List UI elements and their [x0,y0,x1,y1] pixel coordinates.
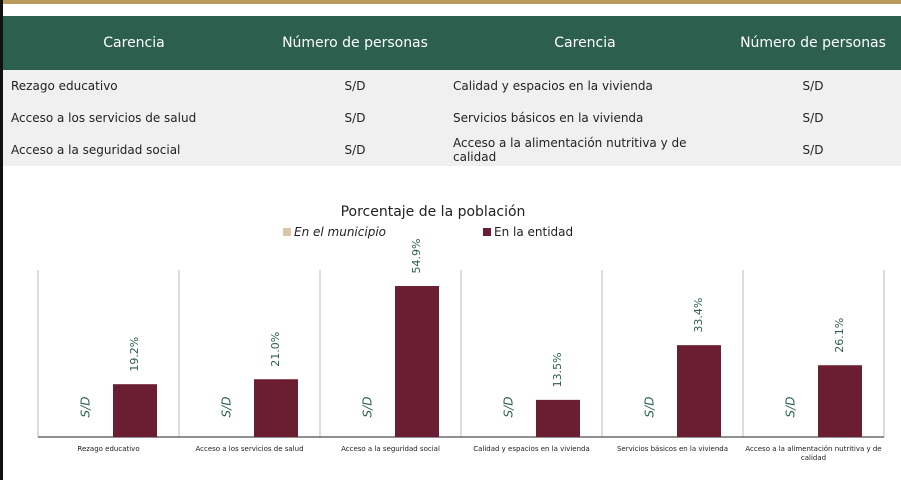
value-label: 19.2% [128,337,141,372]
table-cell: S/D [725,102,901,134]
x-tick-label: Rezago educativo [77,445,140,453]
chart-title: Porcentaje de la población [341,204,526,220]
value-label: S/D [361,397,375,418]
bar [536,399,580,437]
value-label: 54.9% [410,239,423,274]
legend-swatch [283,228,291,236]
legend-label: En la entidad [494,225,573,239]
value-label: S/D [784,397,798,418]
table-cell: Rezago educativo [3,70,265,102]
bar [395,286,439,437]
x-tick-label: Servicios básicos en la vivienda [616,445,729,453]
bar [254,379,298,437]
table-cell: Servicios básicos en la vivienda [445,102,725,134]
table-cell: S/D [725,70,901,102]
category-label-box: Acceso a la seguridad social [341,445,440,453]
header-row: Carencia Número de personas Carencia Número… [3,16,901,70]
x-tick-label: Acceso a los servicios de salud [195,445,304,453]
table-cell: S/D [265,134,445,166]
value-label: 21.0% [269,332,282,367]
x-tick-label: Acceso a la alimentación nutritiva y de … [745,445,882,462]
value-label: S/D [502,397,516,418]
table-row: Rezago educativo S/D Calidad y espacios en… [3,70,901,102]
value-label: S/D [79,397,93,418]
header-cell: Carencia [445,16,725,70]
table-cell: Calidad y espacios en la vivienda [445,70,725,102]
bar [677,345,721,437]
legend-swatch [483,228,491,236]
header-cell: Carencia [3,16,265,70]
category-label-box: Acceso a los servicios de salud [195,445,304,453]
table-cell: S/D [265,70,445,102]
value-label: S/D [220,397,234,418]
header-cell: Número de personas [725,16,901,70]
x-tick-label: Calidad y espacios en la vivienda [473,445,590,453]
table-row: Acceso a la seguridad social S/D Acceso a … [3,134,901,166]
bar [818,365,862,437]
chart: Porcentaje de la población En el municip… [37,204,885,462]
category-label-box: Servicios básicos en la vivienda [616,445,729,453]
table-row: Acceso a los servicios de salud S/D Servic… [3,102,901,134]
table: Carencia Número de personas Carencia Número… [3,16,901,166]
table-cell: Acceso a la alimentación nutritiva y de … [445,134,725,166]
value-label: 26.1% [833,318,846,353]
table-cell: S/D [265,102,445,134]
value-label: 33.4% [692,298,705,333]
x-tick-label: Acceso a la seguridad social [341,445,440,453]
table-cell: Acceso a los servicios de salud [3,102,265,134]
category-label-box: Acceso a la alimentación nutritiva y de … [745,445,882,462]
table-cell: S/D [725,134,901,166]
top-strip [3,0,901,16]
category-label-box: Rezago educativo [77,445,140,453]
table-body: Rezago educativo S/D Calidad y espacios en… [3,70,901,166]
category-label-box: Calidad y espacios en la vivienda [473,445,590,453]
header-cell: Número de personas [265,16,445,70]
value-label: 13.5% [551,352,564,387]
bar [113,384,157,437]
table-cell: Acceso a la seguridad social [3,134,265,166]
value-label: S/D [643,397,657,418]
legend-label: En el municipio [294,225,386,239]
